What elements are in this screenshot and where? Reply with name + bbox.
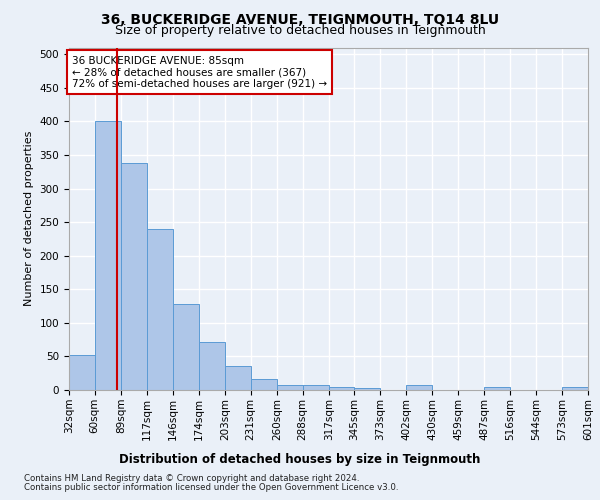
Bar (302, 386, 329, 390)
Bar (146, 229, 173, 390)
Bar (225, 366, 251, 390)
Bar (173, 304, 199, 390)
Text: Contains public sector information licensed under the Open Government Licence v3: Contains public sector information licen… (24, 484, 398, 492)
Bar (484, 386, 511, 390)
Text: Size of property relative to detached houses in Teignmouth: Size of property relative to detached ho… (115, 24, 485, 37)
Bar (199, 342, 225, 390)
Text: Contains HM Land Registry data © Crown copyright and database right 2024.: Contains HM Land Registry data © Crown c… (24, 474, 359, 483)
Bar (355, 388, 380, 390)
Bar (277, 384, 302, 390)
Bar (69, 355, 95, 390)
Text: Distribution of detached houses by size in Teignmouth: Distribution of detached houses by size … (119, 452, 481, 466)
Bar (406, 386, 432, 390)
Bar (95, 122, 121, 390)
Bar (251, 378, 277, 390)
Bar (329, 386, 355, 390)
Text: 36 BUCKERIDGE AVENUE: 85sqm
← 28% of detached houses are smaller (367)
72% of se: 36 BUCKERIDGE AVENUE: 85sqm ← 28% of det… (72, 56, 327, 89)
Text: 36, BUCKERIDGE AVENUE, TEIGNMOUTH, TQ14 8LU: 36, BUCKERIDGE AVENUE, TEIGNMOUTH, TQ14 … (101, 12, 499, 26)
Y-axis label: Number of detached properties: Number of detached properties (24, 131, 34, 306)
Bar (562, 386, 588, 390)
Bar (121, 163, 146, 390)
